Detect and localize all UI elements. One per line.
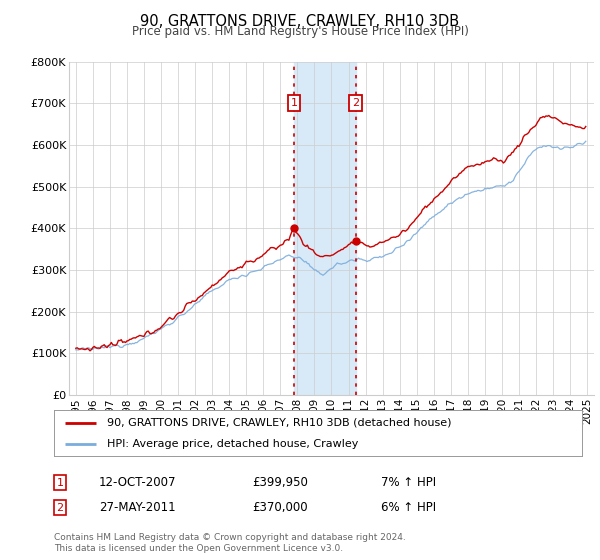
Text: Price paid vs. HM Land Registry's House Price Index (HPI): Price paid vs. HM Land Registry's House … [131,25,469,38]
Bar [294,62,356,395]
Text: 1: 1 [290,98,298,108]
Text: 2: 2 [352,98,359,108]
Text: 1: 1 [56,478,64,488]
Text: 12-OCT-2007: 12-OCT-2007 [99,476,176,489]
Text: 7% ↑ HPI: 7% ↑ HPI [381,476,436,489]
Text: Contains HM Land Registry data © Crown copyright and database right 2024.
This d: Contains HM Land Registry data © Crown c… [54,533,406,553]
Text: 90, GRATTONS DRIVE, CRAWLEY, RH10 3DB: 90, GRATTONS DRIVE, CRAWLEY, RH10 3DB [140,14,460,29]
Text: £399,950: £399,950 [252,476,308,489]
Text: HPI: Average price, detached house, Crawley: HPI: Average price, detached house, Craw… [107,439,358,449]
Text: 27-MAY-2011: 27-MAY-2011 [99,501,176,515]
Text: £370,000: £370,000 [252,501,308,515]
Text: 90, GRATTONS DRIVE, CRAWLEY, RH10 3DB (detached house): 90, GRATTONS DRIVE, CRAWLEY, RH10 3DB (d… [107,418,451,428]
Text: 2: 2 [56,503,64,513]
Text: 6% ↑ HPI: 6% ↑ HPI [381,501,436,515]
